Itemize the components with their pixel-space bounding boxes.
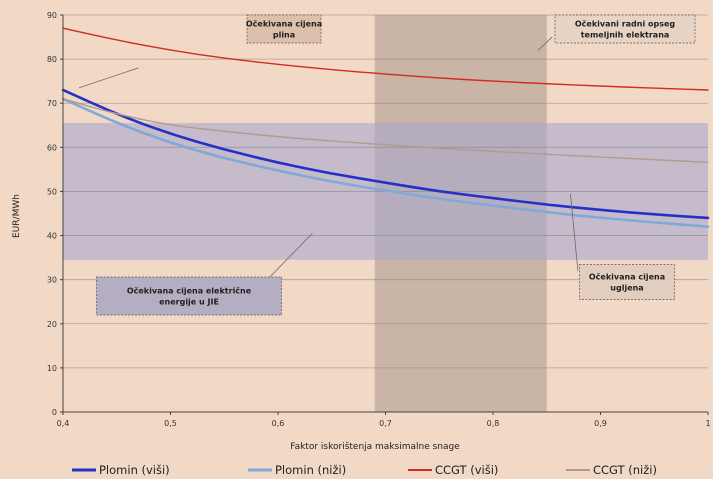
axes: 0 10 20 30 40 50 60 70 80 90 0,4 0,5 0,6 0,7 0,8 0,9 1 xyxy=(47,11,711,428)
annotation-pointer xyxy=(537,36,553,51)
series-lines xyxy=(61,27,710,229)
annotation-text: Očekivana cijena xyxy=(246,19,322,29)
annotation-electricity-price: Očekivana cijena električne energije u JI… xyxy=(96,233,313,316)
legend-item-3: CCGT (viši) xyxy=(408,463,498,477)
x-tick-label: 0,8 xyxy=(487,419,500,428)
y-tick-label: 60 xyxy=(47,143,57,152)
legend-label: Plomin (viši) xyxy=(99,463,170,477)
legend-item-1: Plomin (viši) xyxy=(72,463,170,477)
annotation-text: Očekivani radni opseg xyxy=(575,19,676,29)
annotation-text: ugljena xyxy=(610,284,643,293)
y-tick-label: 90 xyxy=(47,11,57,20)
annotation-text: temeljnih elektrana xyxy=(581,31,670,40)
y-tick-label: 20 xyxy=(47,320,57,329)
y-tick-label: 70 xyxy=(47,99,57,108)
annotation-text: Očekivana cijena xyxy=(589,272,665,282)
y-tick-label: 50 xyxy=(47,187,57,196)
x-tick-label: 0,6 xyxy=(272,419,285,428)
legend-label: CCGT (niži) xyxy=(593,463,657,477)
annotation-text: energije u JIE xyxy=(159,298,219,307)
annotation-pointer xyxy=(78,67,139,89)
y-axis-title: EUR/MWh xyxy=(12,194,22,238)
x-tick-label: 1 xyxy=(705,419,710,428)
annotation-box xyxy=(246,14,322,44)
legend-item-2: Plomin (niži) xyxy=(248,463,346,477)
annotation-pointer xyxy=(570,193,579,271)
x-tick-label: 0,7 xyxy=(379,419,392,428)
y-tick-label: 80 xyxy=(47,55,57,64)
annotations: Očekivana cijena plina Očekivani radni ops… xyxy=(78,14,696,316)
annotation-coal-price: Očekivana cijena ugljena xyxy=(570,193,675,300)
legend-item-4: CCGT (niži) xyxy=(566,463,657,477)
annotation-box xyxy=(554,14,696,44)
annotation-text: Očekivana cijena električne xyxy=(127,286,252,296)
annotation-gas-price: Očekivana cijena plina xyxy=(78,14,322,89)
x-axis-title: Faktor iskorištenja maksimalne snage xyxy=(290,441,460,452)
y-tick-label: 0 xyxy=(52,408,57,417)
y-tick-label: 10 xyxy=(47,364,57,373)
annotation-operating-range: Očekivani radni opseg temeljnih elektrana xyxy=(537,14,696,51)
y-tick-label: 30 xyxy=(47,276,57,285)
legend-label: Plomin (niži) xyxy=(275,463,346,477)
annotation-box xyxy=(579,264,675,300)
annotation-box xyxy=(96,276,282,316)
legend: Plomin (viši) Plomin (niži) CCGT (viši) CCG… xyxy=(72,463,657,477)
series-line-2 xyxy=(61,97,710,229)
series-line-3 xyxy=(62,27,709,91)
series-line-4 xyxy=(62,98,709,164)
x-tick-label: 0,9 xyxy=(594,419,607,428)
y-tick-label: 40 xyxy=(47,232,57,241)
x-tick-label: 0,5 xyxy=(164,419,177,428)
series-line-1 xyxy=(61,88,710,220)
x-tick-label: 0,4 xyxy=(57,419,70,428)
annotation-text: plina xyxy=(273,31,295,40)
legend-label: CCGT (viši) xyxy=(435,463,498,477)
